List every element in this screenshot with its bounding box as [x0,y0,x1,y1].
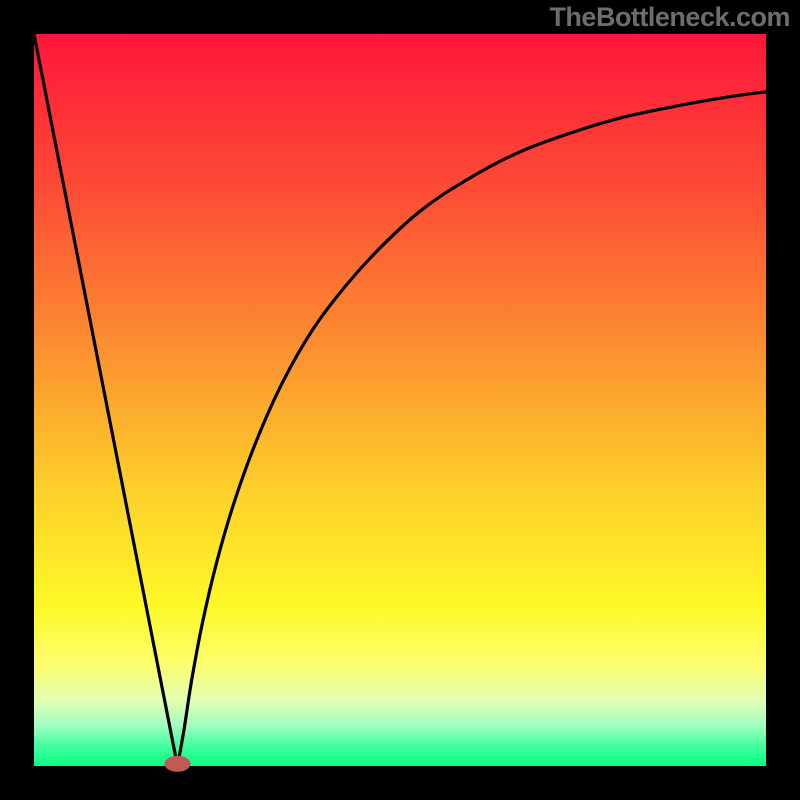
watermark-text: TheBottleneck.com [549,2,790,33]
plot-background [34,34,766,766]
chart-svg [0,0,800,800]
minimum-marker [164,756,190,772]
chart-container: TheBottleneck.com [0,0,800,800]
